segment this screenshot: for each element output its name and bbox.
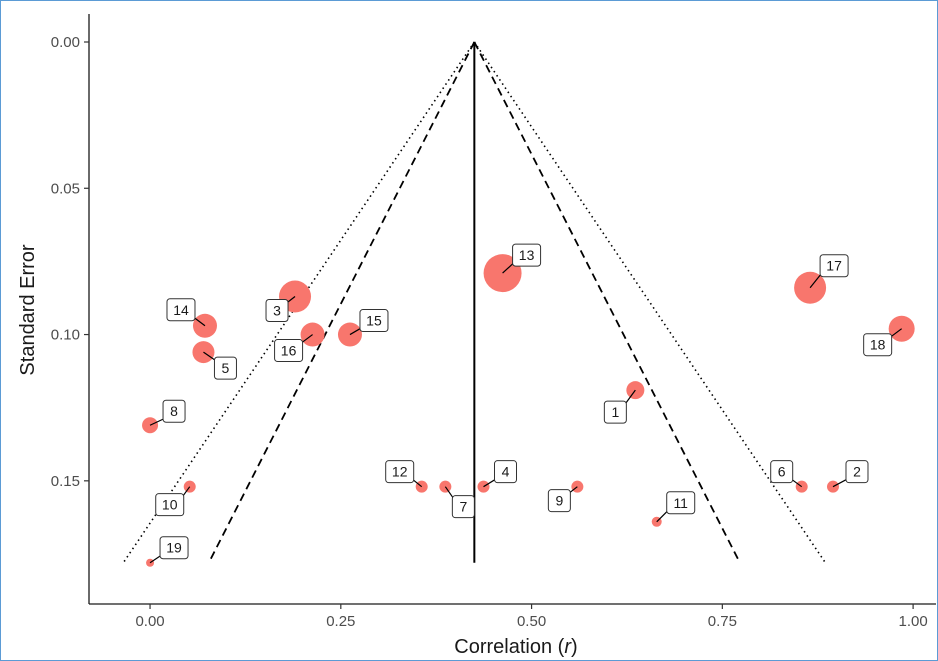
x-tick-label: 0.75 xyxy=(708,613,737,630)
x-axis-ticks: 0.00 0.25 0.50 0.75 1.00 xyxy=(135,604,928,630)
point-label-4: 4 xyxy=(502,464,510,480)
label-box-6 xyxy=(770,460,794,484)
point-label-17: 17 xyxy=(826,258,842,274)
label-box-19 xyxy=(159,536,189,560)
label-box-9 xyxy=(547,489,571,513)
funnel-outer-right xyxy=(473,41,827,564)
y-tick-label: 0.15 xyxy=(51,473,80,490)
point-label-18: 18 xyxy=(870,337,886,353)
points-layer xyxy=(142,254,915,567)
label-box-18 xyxy=(863,333,893,357)
point-label-6: 6 xyxy=(778,464,786,480)
funnel-inner-right xyxy=(473,41,741,564)
funnel-inner-left xyxy=(207,41,476,564)
label-box-17 xyxy=(819,254,849,278)
label-leader-8 xyxy=(149,417,166,426)
point-label-12: 12 xyxy=(392,464,408,480)
label-box-12 xyxy=(385,460,415,484)
point-label-13: 13 xyxy=(519,247,535,263)
label-box-4 xyxy=(494,460,518,484)
x-tick-label: 0.25 xyxy=(326,613,355,630)
point-label-11: 11 xyxy=(673,495,688,511)
point-label-3: 3 xyxy=(273,303,281,319)
label-box-14 xyxy=(166,298,196,322)
y-tick-label: 0.05 xyxy=(51,180,80,197)
x-axis-title: Correlation (r) xyxy=(454,636,577,658)
label-box-10 xyxy=(155,493,185,517)
label-box-8 xyxy=(162,399,186,423)
label-box-3 xyxy=(265,299,289,323)
label-box-2 xyxy=(845,460,869,484)
y-tick-label: 0.00 xyxy=(51,34,80,51)
label-box-5 xyxy=(213,356,237,380)
x-tick-label: 0.50 xyxy=(517,613,546,630)
point-label-2: 2 xyxy=(853,464,861,480)
label-box-7 xyxy=(451,495,475,519)
point-label-9: 9 xyxy=(555,493,563,509)
label-box-13 xyxy=(512,243,542,267)
label-box-1 xyxy=(603,400,627,424)
y-axis-ticks: 0.00 0.05 0.10 0.15 xyxy=(51,34,89,490)
point-label-10: 10 xyxy=(162,497,178,513)
point-label-8: 8 xyxy=(170,403,178,419)
funnel-lines xyxy=(122,41,827,564)
point-label-15: 15 xyxy=(366,313,382,329)
point-label-14: 14 xyxy=(173,302,189,318)
point-label-19: 19 xyxy=(166,540,182,556)
point-label-5: 5 xyxy=(222,360,230,376)
point-label-1: 1 xyxy=(611,404,619,420)
point-label-7: 7 xyxy=(459,499,467,515)
label-leader-2 xyxy=(832,478,849,488)
x-tick-label: 1.00 xyxy=(899,613,928,630)
label-box-16 xyxy=(274,339,304,363)
y-axis-title: Standard Error xyxy=(17,244,39,376)
label-box-15 xyxy=(359,309,389,333)
label-box-11 xyxy=(666,491,696,515)
x-tick-label: 0.00 xyxy=(135,613,164,630)
point-label-16: 16 xyxy=(281,343,297,359)
y-tick-label: 0.10 xyxy=(51,327,80,344)
